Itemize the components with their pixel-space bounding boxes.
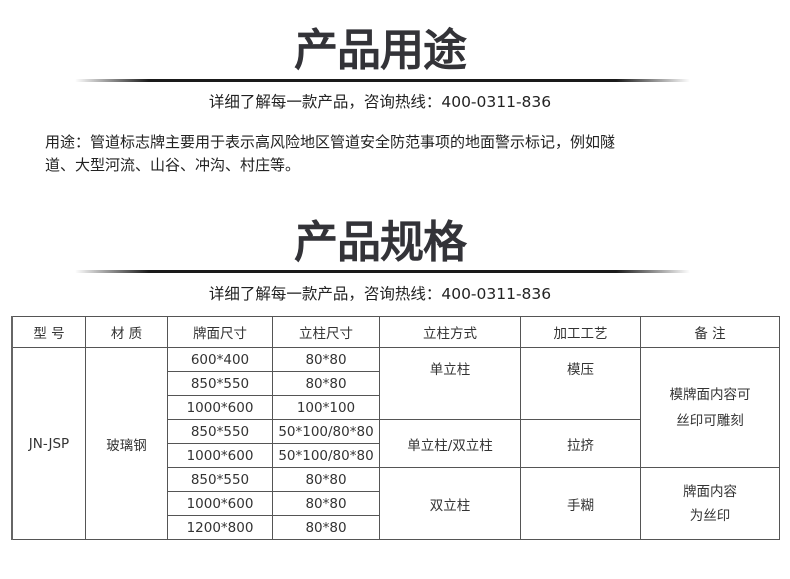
table-row: JN-JSP 玻璃钢 600*400 80*80 单立柱 模压 模牌面内容可 丝… (11, 347, 780, 540)
post-size-cell: 80*80 (272, 491, 380, 516)
post-size-cell: 80*80 (272, 347, 380, 372)
face-size-cell: 850*550 (167, 371, 273, 396)
usage-description: 用途：管道标志牌主要用于表示高风险地区管道安全防范事项的地面警示标记，例如隧 道… (45, 131, 765, 177)
notes-cell: 牌面内容 为丝印 (640, 467, 780, 540)
spec-table: 型 号 材 质 牌面尺寸 立柱尺寸 立柱方式 加工工艺 备 注 JN-JSP 玻… (11, 316, 780, 540)
process-cell: 手糊 (520, 467, 641, 540)
header-material: 材 质 (85, 316, 168, 348)
post-size-cell: 80*80 (272, 467, 380, 492)
process-cell: 模压 (520, 347, 641, 420)
notes-line: 丝印可雕刻 (676, 412, 744, 429)
face-size-cell: 1000*600 (167, 443, 273, 468)
mount-cell: 单立柱/双立柱 (379, 419, 521, 468)
notes-line: 为丝印 (689, 507, 731, 524)
hotline-text: 详细了解每一款产品，咨询热线：400-0311-836 (208, 93, 552, 111)
table-row: 850*550 80*80 (12, 371, 780, 396)
mount-cell: 单立柱 (379, 347, 521, 420)
table-row: 850*550 80*80 双立柱 手糊 牌面内容 为丝印 (12, 467, 780, 540)
usage-description-line: 道、大型河流、山谷、冲沟、村庄等。 (45, 156, 301, 174)
divider (75, 79, 690, 82)
post-size-cell: 80*80 (272, 371, 380, 396)
face-size-cell: 1000*600 (167, 491, 273, 516)
table-row: 850*550 50*100/80*80 单立柱/双立柱 拉挤 (12, 419, 780, 468)
section-title-usage: 产品用途 (294, 25, 467, 76)
table-row: 1000*600 50*100/80*80 (12, 443, 780, 468)
post-size-cell: 100*100 (272, 395, 380, 420)
face-size-cell: 1000*600 (167, 395, 273, 420)
table-header-row: 型 号 材 质 牌面尺寸 立柱尺寸 立柱方式 加工工艺 备 注 (11, 316, 780, 348)
header-face-size: 牌面尺寸 (167, 316, 273, 348)
table-row: 1200*800 80*80 (12, 515, 780, 540)
face-size-cell: 850*550 (167, 419, 273, 444)
header-post-size: 立柱尺寸 (272, 316, 380, 348)
post-size-cell: 80*80 (272, 515, 380, 540)
notes-line: 模牌面内容可 (669, 386, 751, 403)
header-model: 型 号 (11, 316, 86, 348)
mount-cell: 双立柱 (379, 467, 521, 540)
material-cell: 玻璃钢 (85, 347, 168, 540)
header-mount: 立柱方式 (379, 316, 521, 348)
process-cell: 拉挤 (520, 419, 641, 468)
section-title-specs: 产品规格 (294, 217, 467, 268)
header-notes: 备 注 (640, 316, 780, 348)
header-process: 加工工艺 (520, 316, 641, 348)
hotline-text: 详细了解每一款产品，咨询热线：400-0311-836 (208, 285, 552, 303)
table-row: 1000*600 80*80 (12, 491, 780, 516)
post-size-cell: 50*100/80*80 (272, 443, 380, 468)
post-size-cell: 50*100/80*80 (272, 419, 380, 444)
table-row: 1000*600 100*100 (12, 395, 780, 420)
face-size-cell: 850*550 (167, 467, 273, 492)
face-size-cell: 1200*800 (167, 515, 273, 540)
usage-description-line: 用途：管道标志牌主要用于表示高风险地区管道安全防范事项的地面警示标记，例如隧 (45, 133, 616, 151)
notes-line: 牌面内容 (683, 483, 737, 500)
divider (75, 270, 690, 273)
face-size-cell: 600*400 (167, 347, 273, 372)
model-cell: JN-JSP (11, 347, 86, 540)
notes-cell: 模牌面内容可 丝印可雕刻 (640, 347, 780, 468)
